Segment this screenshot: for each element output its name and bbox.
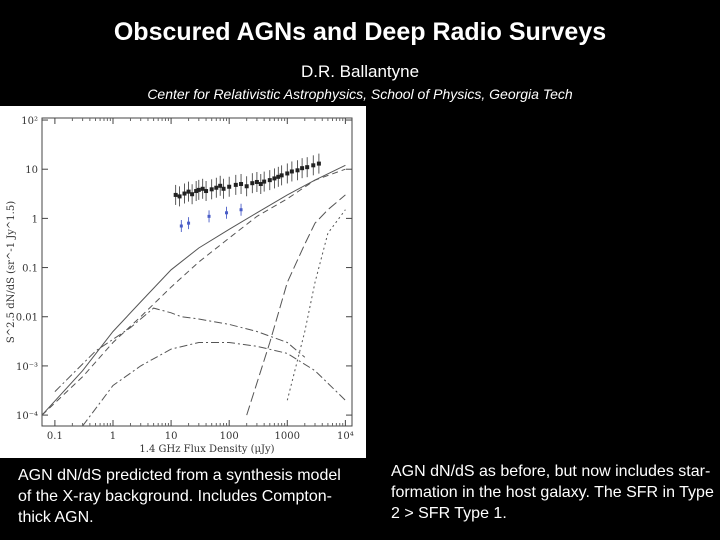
- data-point: [221, 186, 226, 191]
- blue-data-point: [179, 224, 183, 228]
- data-point: [233, 182, 238, 187]
- data-point: [214, 185, 219, 190]
- plot-svg: 0.1 1 10 100 1000 10⁴ 10² 10 1 0.1 0.01 10⁻³ 10⁻⁴ 1.4…: [6, 116, 354, 455]
- y-tick-label: 0.01: [16, 313, 38, 324]
- y-tick-label: 10²: [21, 116, 38, 127]
- model-curve-3: [54, 307, 306, 392]
- data-point: [239, 182, 244, 187]
- data-point: [262, 179, 267, 184]
- caption-left: AGN dN/dS predicted from a synthesis mod…: [18, 467, 341, 526]
- y-tick-label: 1: [32, 214, 38, 225]
- model-curve-2: [41, 168, 346, 416]
- data-point: [272, 176, 277, 181]
- x-tick-label: 10: [165, 431, 178, 442]
- slide-title: Obscured AGNs and Deep Radio Surveys: [113, 18, 607, 46]
- blue-data-point: [187, 221, 191, 225]
- model-curve-5: [246, 194, 346, 416]
- data-point: [316, 161, 321, 166]
- data-point: [279, 173, 284, 178]
- data-point: [177, 194, 182, 199]
- data-point: [300, 166, 305, 171]
- blue-data-point: [225, 211, 229, 215]
- data-point: [311, 163, 316, 168]
- data-point: [218, 183, 223, 188]
- data-point: [196, 187, 201, 192]
- data-point: [267, 178, 272, 183]
- data-point: [200, 186, 205, 191]
- y-tick-label: 10: [25, 165, 38, 176]
- blue-data-point: [239, 208, 243, 212]
- affiliation: Center for Relativistic Astrophysics, Sc…: [147, 86, 573, 102]
- data-point: [285, 171, 290, 176]
- x-tick-label: 0.1: [47, 431, 63, 442]
- data-point: [186, 189, 191, 194]
- blue-data-point: [207, 214, 211, 218]
- model-curve-4: [82, 342, 346, 427]
- author-name: D.R. Ballantyne: [300, 62, 420, 81]
- y-axis-label: S^2.5 dN/dS (sr^-1 Jy^1.5): [6, 201, 17, 343]
- x-tick-label: 10⁴: [337, 431, 354, 442]
- data-point: [258, 182, 263, 187]
- y-tick-label: 10⁻⁴: [16, 411, 38, 422]
- data-point: [244, 184, 249, 189]
- data-point: [276, 174, 281, 179]
- data-point: [209, 187, 214, 192]
- x-tick-label: 100: [220, 431, 239, 442]
- data-point: [254, 179, 259, 184]
- source-counts-plot: 0.1 1 10 100 1000 10⁴ 10² 10 1 0.1 0.01 10⁻³ 10⁻⁴ 1.4…: [0, 106, 366, 458]
- data-point: [250, 181, 255, 186]
- data-point: [173, 192, 178, 197]
- data-point: [289, 169, 294, 174]
- data-point: [182, 191, 187, 196]
- data-point: [190, 192, 195, 197]
- y-tick-label: 0.1: [22, 264, 38, 275]
- model-curve-6: [286, 209, 346, 401]
- x-axis-label: 1.4 GHz Flux Density (μJy): [139, 444, 274, 455]
- data-point: [295, 168, 300, 173]
- data-point: [194, 189, 199, 194]
- plot-frame: [41, 117, 353, 427]
- data-point: [305, 165, 310, 170]
- x-tick-label: 1: [110, 431, 116, 442]
- x-tick-label: 1000: [275, 431, 300, 442]
- data-point: [204, 189, 209, 194]
- caption-right: AGN dN/dS as before, but now includes st…: [391, 463, 714, 522]
- y-tick-label: 10⁻³: [16, 362, 38, 373]
- data-point: [227, 184, 232, 189]
- model-curve-1: [41, 164, 346, 416]
